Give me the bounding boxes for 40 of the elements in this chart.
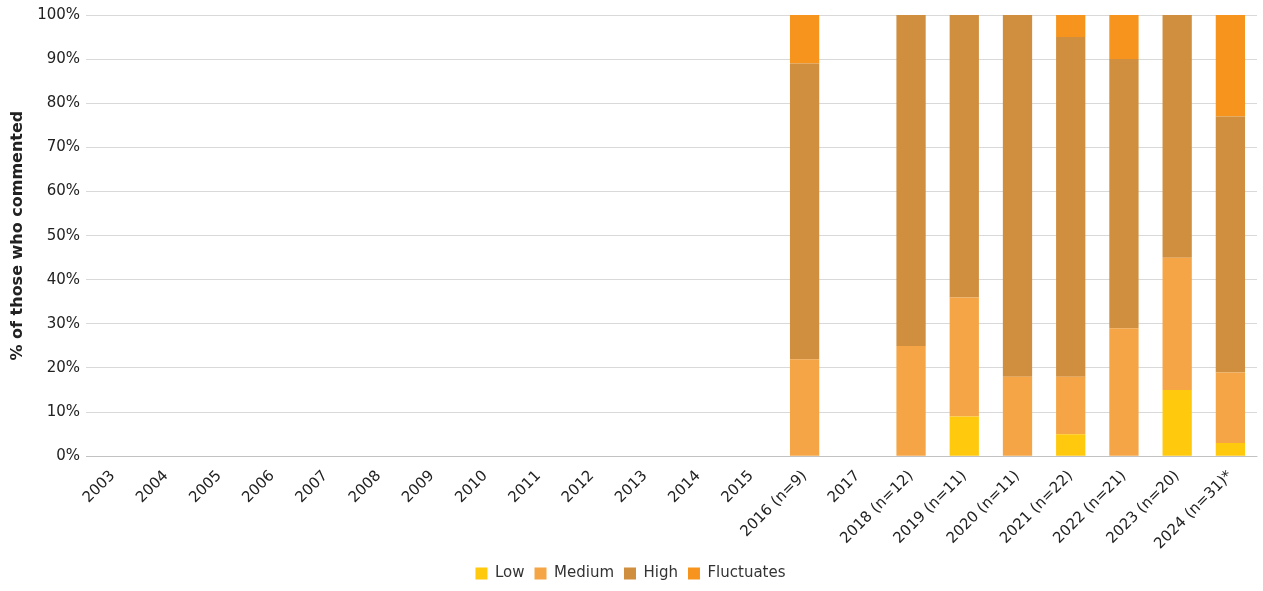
- bar: [896, 345, 926, 456]
- bar: [1002, 15, 1033, 377]
- bar: [949, 416, 979, 456]
- legend-label: Fluctuates: [707, 563, 786, 582]
- bar: [1162, 390, 1192, 456]
- bar: [1056, 37, 1086, 377]
- bar: [789, 359, 820, 456]
- bar: [1056, 434, 1086, 456]
- bar: [1215, 15, 1246, 117]
- bar: [1002, 376, 1033, 456]
- y-tick-label: 60%: [46, 181, 81, 200]
- y-tick-label: 90%: [46, 49, 81, 68]
- bar: [1109, 15, 1139, 60]
- legend-label: Medium: [554, 563, 614, 582]
- bar: [949, 15, 979, 298]
- y-tick-label: 30%: [46, 313, 81, 332]
- y-axis-title: % of those who commented: [6, 110, 26, 361]
- bar: [1056, 376, 1086, 435]
- bar: [1109, 328, 1139, 456]
- bar: [1109, 59, 1139, 329]
- y-tick-label: 40%: [46, 269, 81, 288]
- bar: [1056, 15, 1086, 38]
- legend-label: Low: [494, 563, 525, 582]
- bar: [949, 297, 979, 417]
- bar: [1215, 442, 1246, 456]
- y-tick-label: 0%: [56, 446, 81, 465]
- bar: [1162, 15, 1192, 258]
- bar: [789, 63, 820, 360]
- y-tick-label: 50%: [46, 225, 81, 244]
- y-tick-label: 20%: [46, 357, 81, 376]
- y-tick-label: 10%: [46, 401, 81, 420]
- bar: [896, 15, 926, 346]
- y-tick-label: 70%: [46, 137, 81, 156]
- bar: [1162, 257, 1192, 391]
- y-tick-label: 100%: [37, 4, 81, 23]
- y-tick-label: 80%: [46, 93, 81, 112]
- bar: [1215, 116, 1246, 373]
- bar: [789, 15, 820, 64]
- legend-label: High: [643, 563, 678, 582]
- bar: [1215, 372, 1246, 443]
